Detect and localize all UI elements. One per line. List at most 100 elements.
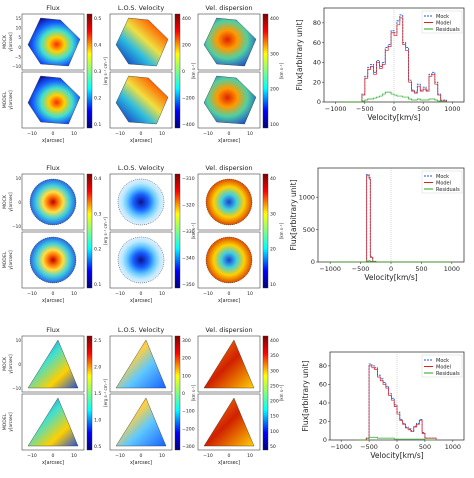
series-line-1 (341, 14, 447, 103)
y-tick-label: −10 (12, 224, 21, 229)
model-map (27, 397, 79, 447)
x-tick-label: 500 (415, 265, 427, 273)
panel-title: Vel. dispersion (205, 326, 252, 334)
model-map (205, 236, 253, 284)
model-map (115, 397, 167, 447)
colorbar-tick-label: 1.5 (94, 391, 101, 397)
map-panel-2-2: L.O.S. Velocity −310 −320 −330 −340 −350 [km s… (109, 164, 196, 304)
x-tick-label: −10 (27, 291, 37, 297)
legend-label: Mock (436, 174, 449, 180)
y-tick-label: 1000 (299, 193, 315, 201)
model-label: MODEL (2, 413, 8, 430)
x-tick-label: −10 (115, 291, 125, 297)
y-axis-label-mock: y[arcsec] (8, 192, 13, 212)
model-label: MODEL (2, 91, 8, 108)
colorbar-tick-label: −200 (182, 96, 195, 102)
colorbar (174, 335, 181, 451)
x-axis-label: x[arcsec] (42, 298, 64, 304)
mock-map (27, 339, 79, 389)
colorbar-tick-label: 10 (270, 282, 276, 288)
x-tick-label: 10 (247, 453, 253, 459)
y-tick-label: 5 (18, 35, 21, 40)
mock-map (203, 339, 255, 389)
mock-map (115, 17, 169, 67)
model-label: MODEL (2, 251, 8, 268)
mock-map (117, 178, 165, 226)
colorbar (262, 173, 269, 289)
legend-label: Mock (436, 358, 449, 364)
x-tick-label: 500 (419, 443, 431, 451)
colorbar-tick-label: 400 (270, 16, 279, 22)
x-tick-label: 0 (140, 291, 143, 297)
map-panel-3-1: Flux 2.5 2.0 1.5 1.0 0.5 [erg s⁻¹ cm⁻²] −10 0 10 x… (21, 326, 108, 466)
colorbar-tick-label: 0.3 (94, 69, 101, 75)
colorbar-tick-label: −300 (182, 444, 195, 450)
map-panel-3-2: L.O.S. Velocity3002001000−100−200−300[km… (109, 326, 196, 466)
x-axis-label: x[arcsec] (130, 460, 152, 466)
spectrum-chart-3: −1000 −500 0 500 1000 0 20 40 60 80 Velocity[km/s]… (301, 351, 465, 460)
colorbar (86, 173, 93, 289)
series-line-3 (341, 91, 447, 103)
colorbar-tick-label: 100 (270, 429, 279, 435)
mock-label: MOCK (2, 34, 8, 49)
y-tick-label: 80 (319, 362, 327, 370)
y-tick-label: 0 (323, 436, 327, 444)
colorbar-tick-label: 200 (270, 87, 279, 93)
colorbar-tick-label: 200 (182, 43, 191, 49)
colorbar-tick-label: 2.5 (94, 338, 101, 344)
colorbar-tick-label: −100 (182, 409, 195, 415)
x-tick-label: 10 (71, 291, 77, 297)
x-tick-label: 1000 (444, 265, 460, 273)
y-tick-label: 20 (319, 418, 327, 426)
colorbar-tick-label: 350 (270, 353, 279, 359)
map-panel-1-1: Flux 0.5 0.4 0.3 0.2 0.1 [erg s⁻¹ cm⁻²] −10 0 10 x… (21, 4, 108, 144)
colorbar-tick-label: 1.0 (94, 418, 101, 424)
colorbar-tick-label: −320 (182, 203, 195, 209)
series-line-3 (357, 436, 437, 441)
x-axis-label: x[arcsec] (42, 460, 64, 466)
x-tick-label: 0 (52, 131, 55, 137)
colorbar-label: [erg s⁻¹ cm⁻²] (103, 57, 108, 85)
colorbar-tick-label: 50 (270, 444, 276, 450)
x-tick-label: 0 (140, 131, 143, 137)
legend-label: Residuals (436, 27, 460, 33)
x-tick-label: 0 (392, 105, 396, 113)
colorbar-tick-label: 300 (270, 368, 279, 374)
mock-label: MOCK (2, 194, 8, 209)
y-tick-label: −5 (15, 54, 22, 59)
colorbar-tick-label: 0 (182, 391, 185, 397)
colorbar-tick-label: 30 (270, 211, 276, 217)
y-tick-label: 40 (313, 59, 321, 67)
colorbar-tick-label: 200 (270, 399, 279, 405)
x-axis-label: x[arcsec] (218, 138, 240, 144)
colorbar (174, 173, 181, 289)
x-tick-label: −1000 (319, 265, 341, 273)
mock-map (27, 17, 81, 67)
y-axis-label: Flux[arbitrary unit] (301, 360, 310, 431)
colorbar-label: [km s⁻¹] (279, 384, 284, 401)
series-line-2 (357, 365, 437, 441)
colorbar-tick-label: −340 (182, 256, 195, 262)
map-row-2: Flux 0.4 0.3 0.2 0.1 [erg s⁻¹ cm⁻²] −10 0 10 x[ar… (2, 164, 284, 304)
colorbar-tick-label: 150 (270, 414, 279, 420)
spectrum-chart-1: −1000 −500 0 500 1000 0 20 40 60 80 Velocity[km/s]… (295, 7, 465, 122)
colorbar (262, 335, 269, 451)
y-axis-label-mock: y[arcsec] (8, 354, 13, 374)
x-tick-label: 0 (52, 291, 55, 297)
colorbar-tick-label: −350 (182, 282, 195, 288)
x-axis-label: x[arcsec] (218, 460, 240, 466)
colorbar-tick-label: 0.4 (94, 43, 101, 49)
y-axis-label-model: y[arcsec] (8, 412, 13, 432)
map-panel-2-3: Vel. dispersion 40 30 20 10 [km s⁻¹] −10 0 10 x[a… (197, 164, 284, 304)
colorbar-tick-label: 100 (182, 373, 191, 379)
mock-label: MOCK (2, 356, 8, 371)
y-tick-label: 10 (16, 338, 22, 343)
panel-title: L.O.S. Velocity (118, 326, 165, 334)
x-axis-label: x[arcsec] (130, 298, 152, 304)
